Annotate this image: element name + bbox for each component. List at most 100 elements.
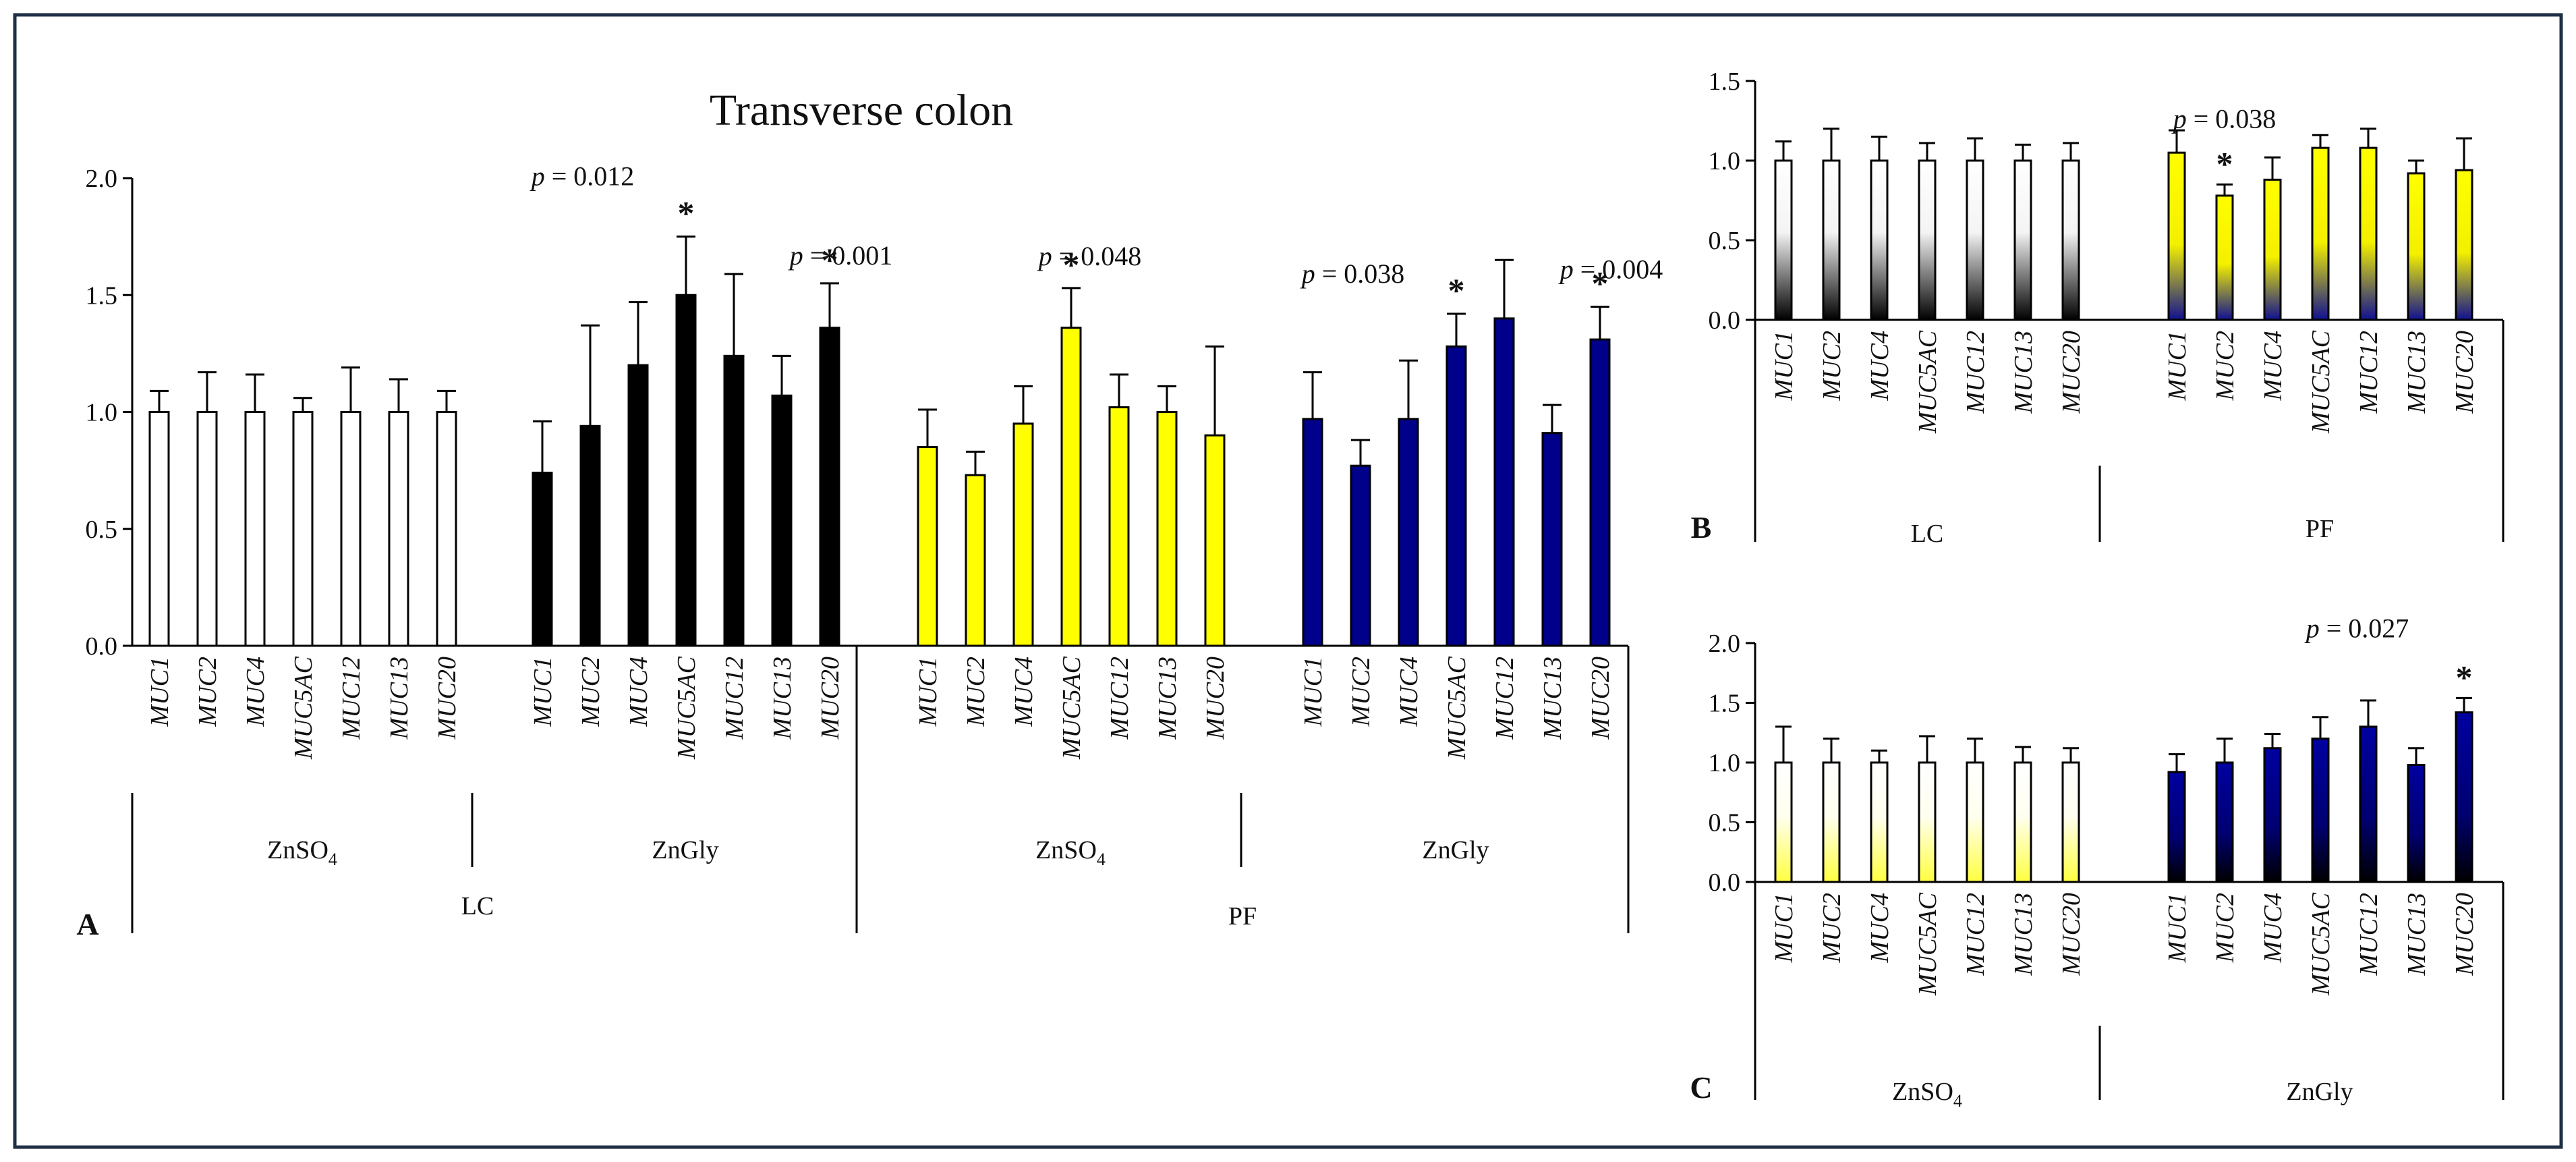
category-label: MUC13 bbox=[385, 657, 413, 740]
category-label: MUC20 bbox=[1586, 657, 1615, 740]
p-value-label: p = 0.038 bbox=[1300, 258, 1405, 289]
category-label: MUC1 bbox=[529, 657, 557, 727]
bar bbox=[388, 411, 409, 647]
category-label: MUC1 bbox=[2163, 893, 2192, 963]
bar bbox=[292, 411, 314, 647]
bar bbox=[675, 294, 697, 647]
group-label: ZnSO4 bbox=[267, 836, 337, 869]
significance-star: * bbox=[1063, 246, 1080, 283]
bar bbox=[627, 364, 649, 647]
super-group-label: PF bbox=[1228, 902, 1257, 931]
bar bbox=[723, 354, 745, 647]
category-label: MUC20 bbox=[2451, 331, 2479, 414]
panel-c: 0.0 0.5 1.0 1.5 2.0 MUC1 MUC2 MUC4 MUC5AC MUC12 MU… bbox=[1690, 613, 2505, 1111]
bar bbox=[2167, 771, 2186, 883]
y-tick-label: 0.5 bbox=[1709, 227, 1741, 255]
category-label: MUC20 bbox=[1201, 657, 1230, 740]
bar bbox=[2215, 194, 2234, 321]
y-tick-label: 2.0 bbox=[86, 165, 118, 193]
category-label: MUC12 bbox=[1491, 657, 1519, 740]
bar bbox=[965, 474, 986, 647]
bar bbox=[1870, 159, 1889, 321]
panel-letter: B bbox=[1691, 510, 1712, 545]
bar bbox=[1966, 761, 1984, 883]
y-tick-label: 0.5 bbox=[86, 516, 118, 544]
bar bbox=[148, 411, 170, 647]
panel-a: 0.0 0.5 1.0 1.5 2.0 MUC1 MUC2 MUC4 MUC5AC MUC12 MU… bbox=[76, 86, 1663, 941]
category-label: MUC13 bbox=[768, 657, 797, 740]
group-label: ZnSO4 bbox=[1035, 836, 1106, 869]
category-label: MUC2 bbox=[2211, 893, 2239, 963]
bar bbox=[1493, 317, 1515, 647]
category-label: MUC5AC bbox=[1058, 656, 1086, 760]
bar bbox=[2215, 761, 2234, 883]
bar bbox=[771, 394, 793, 647]
category-label: MUC5AC bbox=[672, 656, 701, 760]
category-label: MUC4 bbox=[241, 657, 270, 727]
category-label: MUC5AC bbox=[2307, 892, 2335, 996]
group-label: LC bbox=[1911, 520, 1944, 548]
y-tick-label: 1.0 bbox=[1709, 749, 1741, 777]
category-label: MUC12 bbox=[2355, 331, 2383, 414]
panel-letter: C bbox=[1690, 1070, 1712, 1105]
bar bbox=[1541, 432, 1563, 647]
bar bbox=[2359, 146, 2378, 321]
bar bbox=[1204, 434, 1226, 647]
y-tick-label: 1.5 bbox=[1709, 67, 1741, 96]
category-label: MUC12 bbox=[337, 657, 366, 740]
bar bbox=[579, 424, 601, 647]
bar bbox=[532, 472, 553, 647]
category-label: MUC2 bbox=[962, 657, 990, 727]
bar bbox=[1918, 159, 1937, 321]
bar bbox=[2311, 146, 2330, 321]
bar bbox=[2013, 159, 2032, 321]
category-label: MUC1 bbox=[146, 657, 174, 727]
bar bbox=[2359, 725, 2378, 883]
p-value-label: p = 0.012 bbox=[529, 161, 635, 192]
category-label: MUC1 bbox=[1770, 893, 1798, 963]
y-tick-label: 1.0 bbox=[86, 399, 118, 427]
p-value-label: p = 0.038 bbox=[2171, 103, 2277, 134]
category-label: MUC5AC bbox=[289, 656, 318, 760]
bar bbox=[2455, 711, 2473, 883]
bar bbox=[196, 411, 218, 647]
bar bbox=[1302, 418, 1323, 647]
category-label: MUC5AC bbox=[2307, 330, 2335, 434]
category-label: MUC4 bbox=[2259, 893, 2287, 963]
bar bbox=[2061, 159, 2080, 321]
bar bbox=[2407, 172, 2426, 321]
y-tick-label: 0.0 bbox=[1709, 868, 1741, 897]
category-label: MUC2 bbox=[1347, 657, 1375, 727]
p-value-label: p = 0.027 bbox=[2304, 613, 2409, 643]
bar bbox=[1822, 159, 1841, 321]
category-label: MUC4 bbox=[1866, 331, 1894, 401]
bar bbox=[2263, 747, 2282, 883]
category-label: MUC12 bbox=[1962, 331, 1990, 414]
category-label: MUC12 bbox=[720, 657, 749, 740]
category-label: MUC20 bbox=[2057, 893, 2086, 976]
category-label: MUC4 bbox=[1395, 657, 1423, 727]
bar bbox=[917, 445, 938, 647]
bar bbox=[2061, 761, 2080, 883]
bar bbox=[244, 411, 266, 647]
super-group-label: LC bbox=[461, 892, 494, 920]
category-label: MUC4 bbox=[1866, 893, 1894, 963]
category-label: MUC13 bbox=[1539, 657, 1567, 740]
group-label: ZnGly bbox=[652, 836, 718, 864]
bar bbox=[1918, 761, 1937, 883]
significance-star: * bbox=[822, 241, 838, 279]
y-tick-label: 0.0 bbox=[1709, 306, 1741, 335]
group-label: ZnGly bbox=[2286, 1078, 2353, 1106]
bar bbox=[1060, 327, 1082, 647]
category-label: MUC4 bbox=[1010, 657, 1038, 727]
category-label: MUC1 bbox=[2163, 331, 2192, 401]
significance-star: * bbox=[1592, 265, 1609, 302]
category-label: MUC2 bbox=[194, 657, 222, 727]
bar bbox=[436, 411, 457, 647]
category-label: MUC5AC bbox=[1914, 892, 1942, 996]
category-label: MUC20 bbox=[433, 657, 461, 740]
bar bbox=[1774, 761, 1793, 883]
group-label: ZnSO4 bbox=[1892, 1078, 1962, 1111]
y-tick-label: 1.0 bbox=[1709, 147, 1741, 175]
